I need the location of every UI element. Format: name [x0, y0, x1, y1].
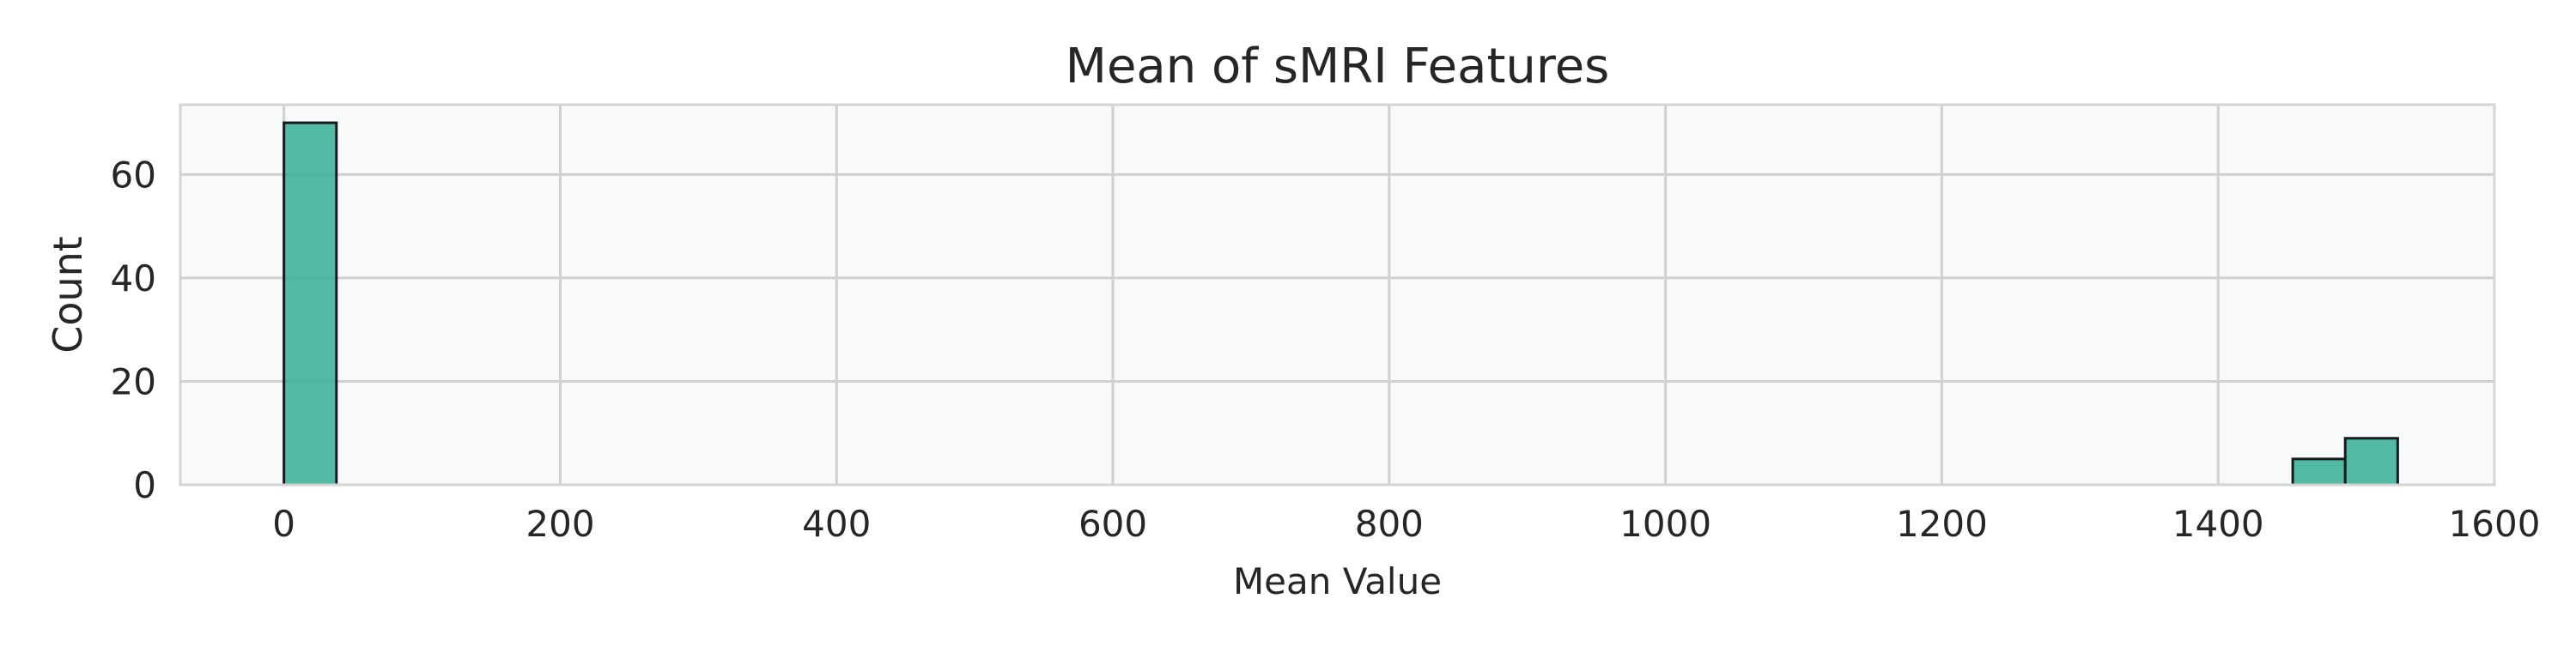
plot-frame: [179, 103, 2496, 487]
x-axis-ticks: 0 200 400 600 800 1000 1200 1400 1600: [272, 503, 2540, 545]
bars: [283, 121, 2399, 487]
histogram-bar: [283, 121, 338, 487]
x-tick-label: 1200: [1896, 503, 1988, 545]
y-tick-label: 20: [111, 360, 156, 402]
x-tick-label: 800: [1355, 503, 1424, 545]
chart-title: Mean of sMRI Features: [1066, 39, 1610, 94]
x-tick-label: 1600: [2449, 503, 2541, 545]
y-tick-label: 40: [111, 257, 156, 299]
x-tick-label: 1400: [2172, 503, 2264, 545]
x-tick-label: 400: [802, 503, 871, 545]
histogram-bar: [2343, 437, 2399, 487]
x-tick-label: 600: [1078, 503, 1147, 545]
y-tick-label: 60: [111, 154, 156, 196]
y-tick-label: 0: [133, 464, 156, 506]
x-tick-label: 0: [272, 503, 295, 545]
x-tick-label: 1000: [1619, 503, 1711, 545]
x-axis-label: Mean Value: [1233, 560, 1442, 602]
x-tick-label: 200: [526, 503, 594, 545]
plot-background: [180, 105, 2494, 485]
histogram-bar: [2291, 457, 2347, 487]
y-axis-ticks: 0 20 40 60: [111, 154, 156, 506]
y-axis-label: Count: [45, 236, 91, 354]
